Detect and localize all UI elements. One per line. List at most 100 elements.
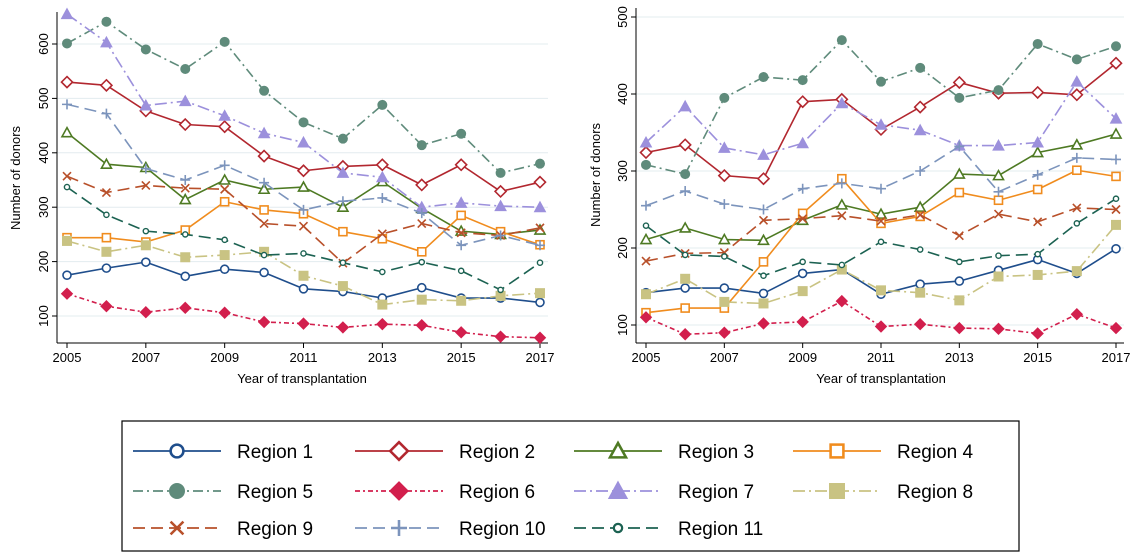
y-tick-label: 100 (36, 305, 51, 327)
series-4-point (416, 247, 427, 257)
series-3-point (835, 198, 849, 210)
series-4-point (876, 218, 886, 229)
series-8 (641, 219, 1121, 309)
series-10 (641, 141, 1121, 215)
series-10-point (758, 204, 769, 215)
series-5-point (680, 169, 691, 180)
series-7 (639, 75, 1123, 160)
series-10-point (1111, 154, 1121, 165)
series-10-point (219, 160, 230, 171)
legend-marker (169, 443, 185, 459)
series-6-point (757, 317, 770, 330)
series-2 (639, 56, 1123, 186)
legend-label: Region 8 (897, 482, 973, 503)
series-11-point (760, 272, 767, 280)
series-1-point (180, 271, 191, 282)
series-2-point (1109, 56, 1123, 70)
legend-label: Region 1 (237, 442, 313, 463)
series-6-point (297, 317, 310, 330)
series-5-point (259, 85, 270, 96)
series-5-point (915, 62, 926, 73)
legend-item-4: Region 4 (793, 442, 973, 463)
legend-marker (388, 440, 410, 462)
series-11-point (1034, 250, 1041, 258)
series-8-point (535, 288, 545, 299)
series-1-point (101, 263, 112, 273)
x-axis-label: Year of transplantation (237, 371, 367, 386)
series-9-point (101, 187, 111, 198)
right-panel: 100 200 300 400 500 2005 2007 2009 2011 2013 2015 2… (588, 6, 1130, 386)
series-6-point (257, 315, 271, 329)
series-9-point (1111, 204, 1121, 215)
series-9-point (535, 223, 545, 233)
series-5-point (456, 128, 467, 139)
series-6-point (494, 330, 507, 343)
series-3-point (218, 173, 232, 185)
series-10-point (298, 204, 309, 215)
series-10-point (337, 196, 348, 207)
series-11-point (260, 251, 268, 259)
series-5-point (298, 117, 309, 128)
series-8-point (101, 246, 112, 257)
series-3-point (639, 232, 653, 245)
series-4-point (338, 226, 348, 237)
series-5-point (1111, 41, 1121, 52)
series-8-point (416, 294, 427, 305)
series-10-point (535, 240, 545, 251)
series-11-point (103, 211, 110, 219)
legend-label: Region 10 (459, 519, 546, 540)
series-6-point (218, 306, 231, 319)
y-tick-label: 500 (36, 88, 51, 110)
series-7-point (1070, 75, 1084, 87)
series-6-point (992, 322, 1005, 336)
series-5-point (1071, 54, 1082, 65)
series-3-point (297, 180, 310, 192)
series-1-point (797, 268, 808, 279)
series-9-point (758, 215, 769, 225)
series-6-point (454, 326, 468, 339)
series-9-point (141, 180, 151, 191)
series-11-point (956, 258, 963, 266)
series-1-point (758, 288, 769, 299)
series-3-point (678, 221, 692, 233)
series-10-point (836, 178, 847, 189)
series-5-point (876, 76, 886, 87)
series-10-point (259, 177, 270, 188)
series-6 (60, 287, 547, 344)
series-11-point (1112, 195, 1120, 203)
legend-label: Region 9 (237, 519, 313, 540)
series-5 (641, 35, 1121, 180)
series-7-point (678, 99, 692, 112)
series-7-point (874, 118, 888, 130)
series-3-point (717, 232, 731, 245)
y-axis-label: Number of donors (588, 122, 603, 227)
legend-marker (829, 443, 845, 459)
series-11-point (799, 258, 806, 266)
series-8-point (1071, 266, 1082, 277)
series-7-point (60, 7, 74, 20)
series-8-point (993, 271, 1004, 282)
y-tick-label: 200 (36, 251, 51, 273)
legend-label: Region 7 (678, 482, 754, 503)
series-6-point (835, 294, 849, 308)
series-5-point (416, 140, 427, 151)
y-tick-label: 400 (36, 142, 51, 164)
legend-label: Region 5 (237, 482, 313, 503)
legend-item-5: Region 5 (133, 482, 313, 503)
series-7-point (1031, 135, 1045, 148)
series-7-point (139, 98, 153, 111)
x-tick-label: 2011 (290, 350, 318, 365)
legend-marker (828, 482, 845, 499)
series-11-point (721, 253, 728, 260)
series-7-point (1109, 112, 1123, 124)
series-2-point (756, 172, 771, 186)
series-2-point (1031, 85, 1045, 100)
series-5-point (377, 99, 388, 110)
series-5-point (758, 72, 769, 83)
series-11-point (838, 261, 846, 269)
series-11-point (181, 231, 189, 238)
series-10-point (641, 200, 651, 211)
series-10-point (377, 192, 388, 203)
series-2-point (796, 95, 810, 109)
series-6-point (60, 287, 74, 300)
